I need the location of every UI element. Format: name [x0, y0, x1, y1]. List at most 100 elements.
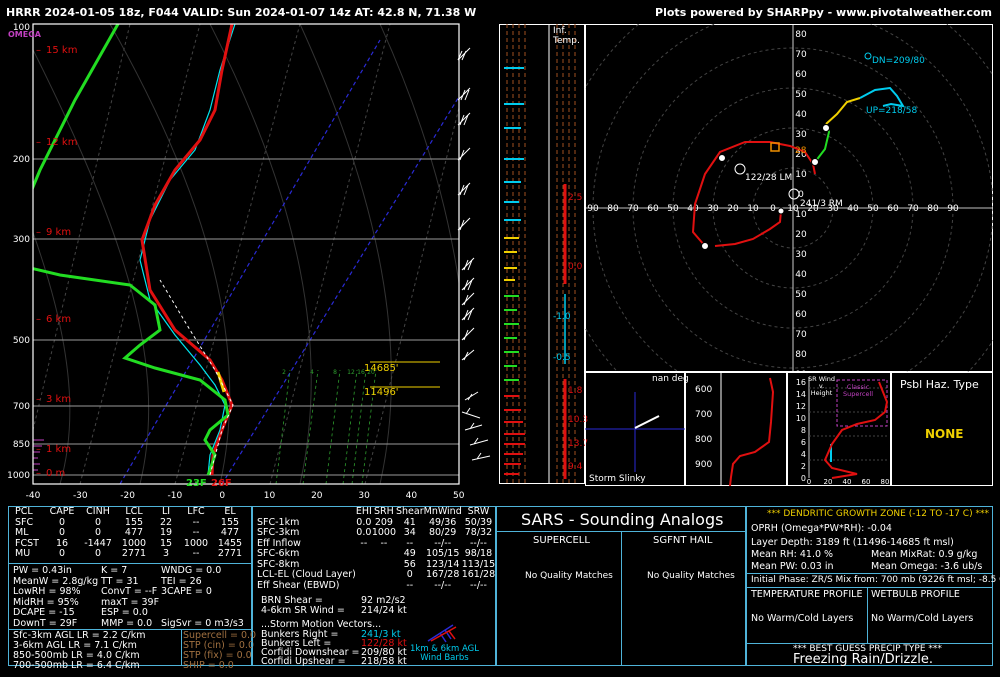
table-cell: 98/18 [464, 548, 493, 559]
corfidi-down-label: Corfidi Downshear = [261, 647, 360, 658]
hodograph-y-tick: 60 [795, 310, 807, 320]
table-cell: 477 [220, 527, 240, 538]
table-cell: SFC-3km [257, 527, 300, 538]
hodograph-x-tick: 10 [787, 204, 799, 214]
hodograph-y-tick: 10 [795, 170, 807, 180]
table-cell: 1000 [183, 537, 209, 549]
table-cell: 0 [94, 516, 102, 528]
dgz-temp-profile-header: TEMPERATURE PROFILE [751, 589, 863, 600]
lapse-rate-4: 700-500mb LR = 6.4 C/km [13, 660, 140, 671]
height-label: 3 km [46, 394, 71, 405]
thermo-param: ESP = 0.0 [101, 607, 148, 618]
height-label: 12 km [46, 137, 77, 148]
inferred-advection-chart: 600 700 800 900 [685, 372, 787, 486]
table-cell: 0 [58, 527, 66, 538]
slinky-angle-label: nan deg [652, 374, 689, 384]
hodograph-y-tick: 40 [795, 110, 807, 120]
sr-wind-x-tick: 40 [843, 478, 852, 486]
slinky-title: Storm Slinky [589, 474, 646, 484]
height-tick: – [36, 394, 41, 405]
table-cell: EL [224, 506, 236, 517]
hodograph-x-tick: 30 [827, 204, 839, 214]
index-stp-cin: STP (cin) = 0.0 [183, 640, 254, 651]
table-cell: 50/39 [464, 516, 493, 528]
table-cell: SFC [15, 516, 34, 528]
sr-wind-x-tick: 80 [881, 478, 890, 486]
advection-profile [729, 377, 775, 486]
table-cell [356, 570, 372, 581]
skew-t-frame [32, 23, 460, 485]
dgz-precip-type: Freezing Rain/Drizzle. [793, 652, 933, 667]
sr-wind-label: 4-6km SR Wind = [261, 605, 345, 616]
height-labels: –15 km– 12 km– 9 km– 6 km– 3 km– 1 km– 0 m [36, 45, 77, 479]
table-cell: ML [15, 527, 29, 538]
table-cell: MU [15, 548, 31, 559]
thermo-param: MMP = 0.0 [101, 617, 153, 629]
table-cell [356, 560, 372, 571]
hodograph-x-tick: 40 [687, 204, 699, 214]
dgz-oprh: OPRH (Omega*PW*RH): -0.04 [751, 523, 892, 534]
temperature-dgz-segment [216, 371, 226, 393]
sr-wind-title: SR Wind v. Height [808, 375, 836, 397]
height-tick: – [36, 468, 41, 479]
hodograph-up-label: UP=218/58 [866, 106, 918, 116]
sr-wind-x-ticks: 0 20 40 60 80 [807, 478, 890, 486]
sars-hail-header: SGFNT HAIL [653, 535, 713, 546]
sr-wind-y-tick: 0 [801, 474, 806, 483]
hodograph-y-tick: 40 [795, 270, 807, 280]
table-cell: 0 [94, 527, 102, 538]
temperature-tick: 40 [406, 491, 418, 501]
advection-tick: 900 [695, 460, 712, 470]
hodograph-y-tick: 0 [798, 190, 804, 200]
hodograph-x-tick: 70 [627, 204, 639, 214]
height-label: 0 m [46, 468, 65, 479]
inferred-temp-label-8: 9.4 [568, 462, 583, 472]
table-cell: 16 [55, 537, 69, 549]
hodograph-trace-yellow [825, 97, 861, 125]
hodograph-y-tick: 50 [795, 90, 807, 100]
hodograph-x-tick: 80 [927, 204, 939, 214]
downshear-marker [864, 52, 872, 60]
temperature-tick: 20 [311, 491, 323, 501]
kinematic-row: SFC-1km 0.0 209 41 49/36 50/39 [257, 516, 495, 529]
thermo-param: K = 7 [101, 565, 128, 576]
height-tick: – [36, 137, 41, 148]
table-cell: 78/32 [464, 527, 493, 538]
sr-wind-y-ticks: 16 14 12 10 8 6 4 2 0 [796, 378, 806, 483]
yellow-wind-bars [504, 237, 519, 281]
hodograph-y-tick: 90 [795, 370, 807, 372]
mixing-ratio-label: 20 [367, 369, 375, 376]
mixing-ratio-label: 2 [282, 369, 286, 376]
table-cell: MnWind [423, 506, 462, 517]
table-cell: SFC-6km [257, 548, 300, 559]
table-cell: 22 [159, 516, 173, 528]
wetbulb-profile [139, 24, 236, 476]
inferred-temp-label-2: 0.0 [568, 262, 583, 272]
bunkers-right-value: 241/3 kt [361, 629, 401, 640]
sars-supercell-result: No Quality Matches [525, 571, 613, 581]
hodograph-rm-label: 241/3 RM [800, 199, 843, 209]
inferred-temp-label-4: -0.5 [553, 353, 571, 363]
bunkers-right-label: Bunkers Right = [261, 629, 339, 640]
height-label: 6 km [46, 314, 71, 325]
brn-shear-label: BRN Shear = [261, 595, 323, 606]
dgz-wetbulb-header: WETBULB PROFILE [871, 589, 960, 600]
height-label: 1 km [46, 444, 71, 455]
table-cell: 0 [58, 548, 66, 559]
dgz-top-label: 14685' [364, 363, 399, 374]
inferred-temp-label-1: 2.5 [568, 193, 583, 203]
height-tick: – [36, 444, 41, 455]
thermo-table: PCL CAPE CINH LCL LI LFC EL SFC 0 0 155 22 -- 155 ML 0 0… [15, 506, 249, 560]
mixing-ratio-label: 4 [310, 369, 314, 376]
thermo-param: TT = 31 [101, 575, 139, 587]
dgz-wetbulb-result: No Warm/Cold Layers [871, 613, 974, 624]
table-cell: -- [192, 548, 200, 559]
mixing-ratio-label: 12 [347, 369, 355, 376]
table-cell: 155 [124, 516, 144, 528]
sr-wind-y-tick: 6 [801, 438, 806, 447]
temperature-profile [140, 24, 234, 476]
hodograph-y-tick: 30 [795, 130, 807, 140]
thermo-row: PCL CAPE CINH LCL LI LFC EL [15, 506, 249, 518]
sr-wind-subtitle: Classic Supercell [843, 383, 874, 398]
